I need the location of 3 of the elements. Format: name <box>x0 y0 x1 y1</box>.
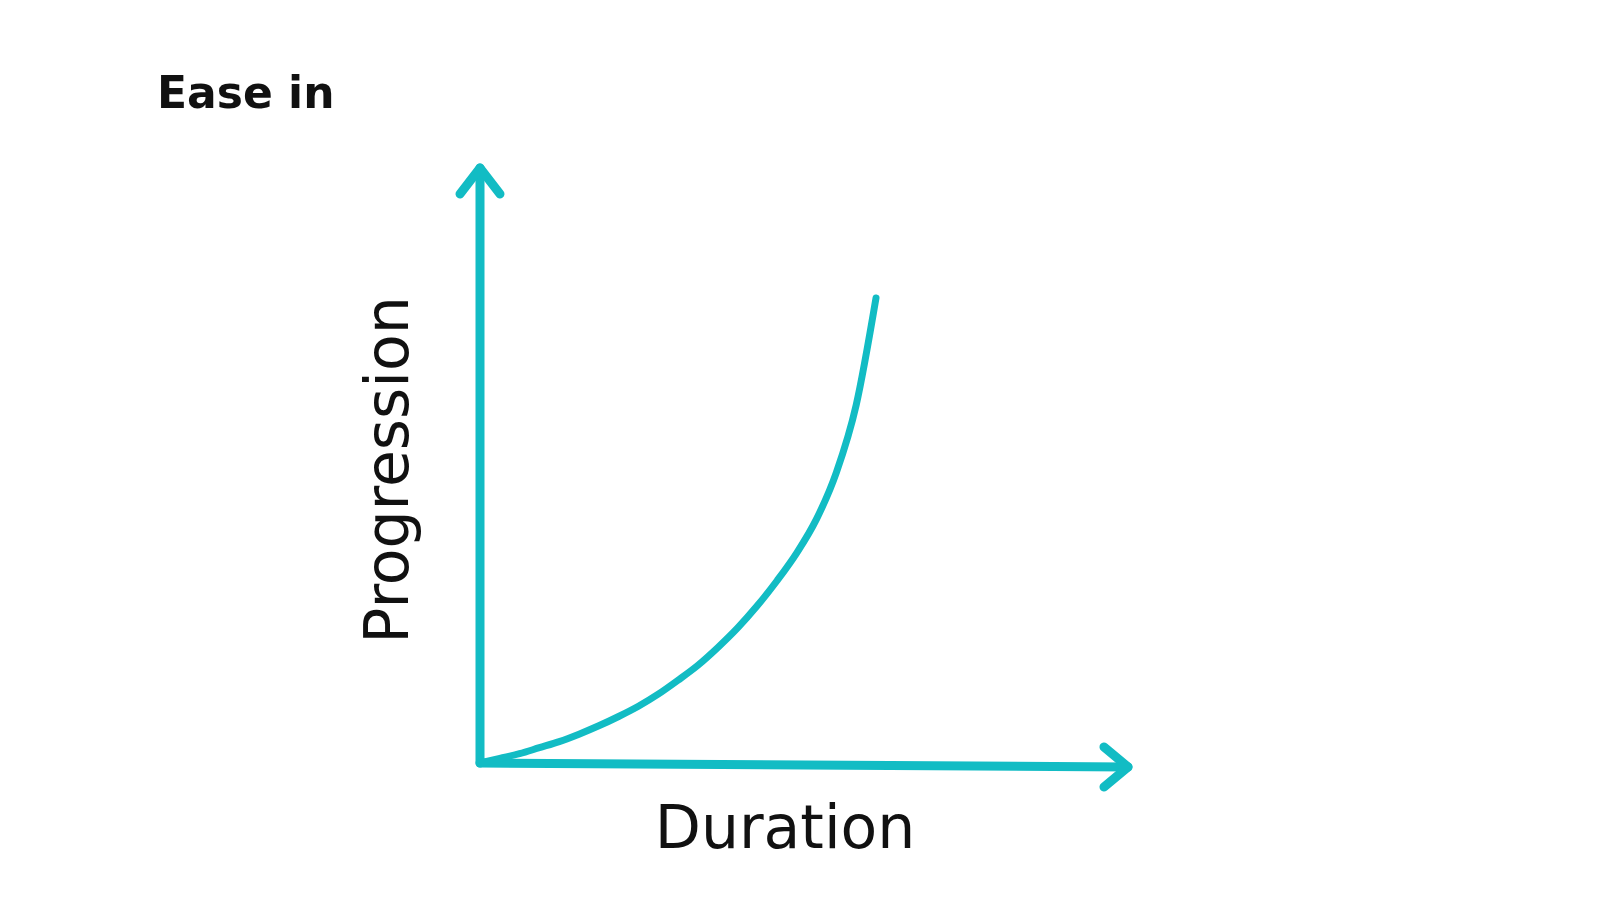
chart-title: Ease in <box>157 67 335 118</box>
x-axis-title: Duration <box>654 792 916 862</box>
y-axis-title: Progression <box>352 296 422 644</box>
